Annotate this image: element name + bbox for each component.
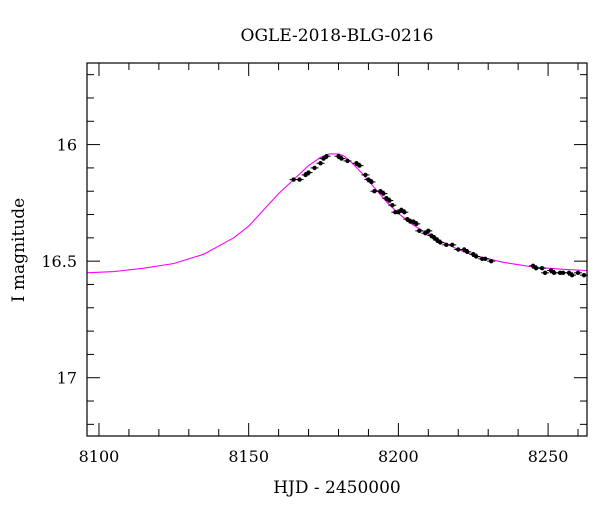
data-point [456, 247, 461, 252]
plot-area [86, 153, 589, 278]
data-point [390, 203, 395, 208]
data-point [306, 170, 311, 175]
x-axis-label: HJD - 2450000 [273, 478, 401, 498]
data-point [321, 156, 326, 161]
data-point [354, 161, 359, 166]
data-point [539, 265, 545, 271]
data-point [399, 207, 404, 213]
data-point [417, 228, 422, 234]
data-point [483, 256, 488, 262]
chart-title: OGLE-2018-BLG-0216 [241, 26, 434, 46]
plot-frame [86, 62, 588, 437]
data-point [488, 258, 494, 264]
data-point [575, 270, 581, 276]
x-tick-label: 8150 [228, 447, 269, 466]
x-tick-label: 8250 [528, 447, 569, 466]
data-point [339, 156, 344, 161]
data-point [432, 235, 437, 241]
data-point [363, 172, 368, 178]
data-point [566, 270, 572, 276]
data-point [387, 198, 392, 203]
data-point [381, 191, 386, 196]
data-point [396, 210, 401, 215]
y-tick-label: 17 [57, 369, 77, 388]
y-tick-label: 16.5 [41, 252, 77, 271]
model-curve [86, 153, 588, 274]
data-point [291, 177, 296, 182]
data-point [438, 240, 443, 245]
data-point [533, 265, 539, 271]
data-point [542, 270, 548, 276]
data-point [405, 216, 410, 222]
data-point [318, 161, 323, 166]
data-point [372, 189, 377, 194]
data-point [423, 230, 428, 236]
data-point [411, 219, 416, 224]
data-point [297, 177, 302, 182]
y-tick-label: 16 [57, 136, 77, 155]
data-point [357, 163, 362, 168]
data-point [336, 154, 341, 159]
data-point [303, 172, 308, 178]
data-point [429, 233, 434, 238]
data-point [471, 251, 476, 257]
data-point [426, 228, 431, 234]
data-point [548, 268, 554, 273]
data-point [324, 154, 329, 159]
data-point [581, 272, 587, 278]
data-point [345, 158, 350, 164]
data-point [414, 221, 419, 227]
data-point [474, 254, 479, 259]
data-point [551, 270, 557, 276]
tick-labels: 8100 8150 8200 8250 16 16.5 17 [41, 136, 568, 466]
data-point [462, 247, 467, 252]
data-point [402, 210, 407, 215]
data-point [560, 270, 566, 276]
data-point [366, 177, 371, 182]
data-point [450, 242, 455, 248]
axis-ticks [87, 63, 587, 436]
x-tick-label: 8200 [378, 447, 419, 466]
data-point [435, 237, 440, 243]
data-point [530, 263, 536, 269]
data-point [369, 179, 374, 185]
data-point [444, 242, 449, 248]
data-point [378, 189, 383, 194]
data-point [312, 165, 317, 171]
y-axis-label: I magnitude [9, 198, 29, 302]
x-tick-label: 8100 [79, 447, 120, 466]
data-point [569, 272, 575, 278]
data-point [465, 249, 470, 255]
data-point [384, 196, 389, 201]
